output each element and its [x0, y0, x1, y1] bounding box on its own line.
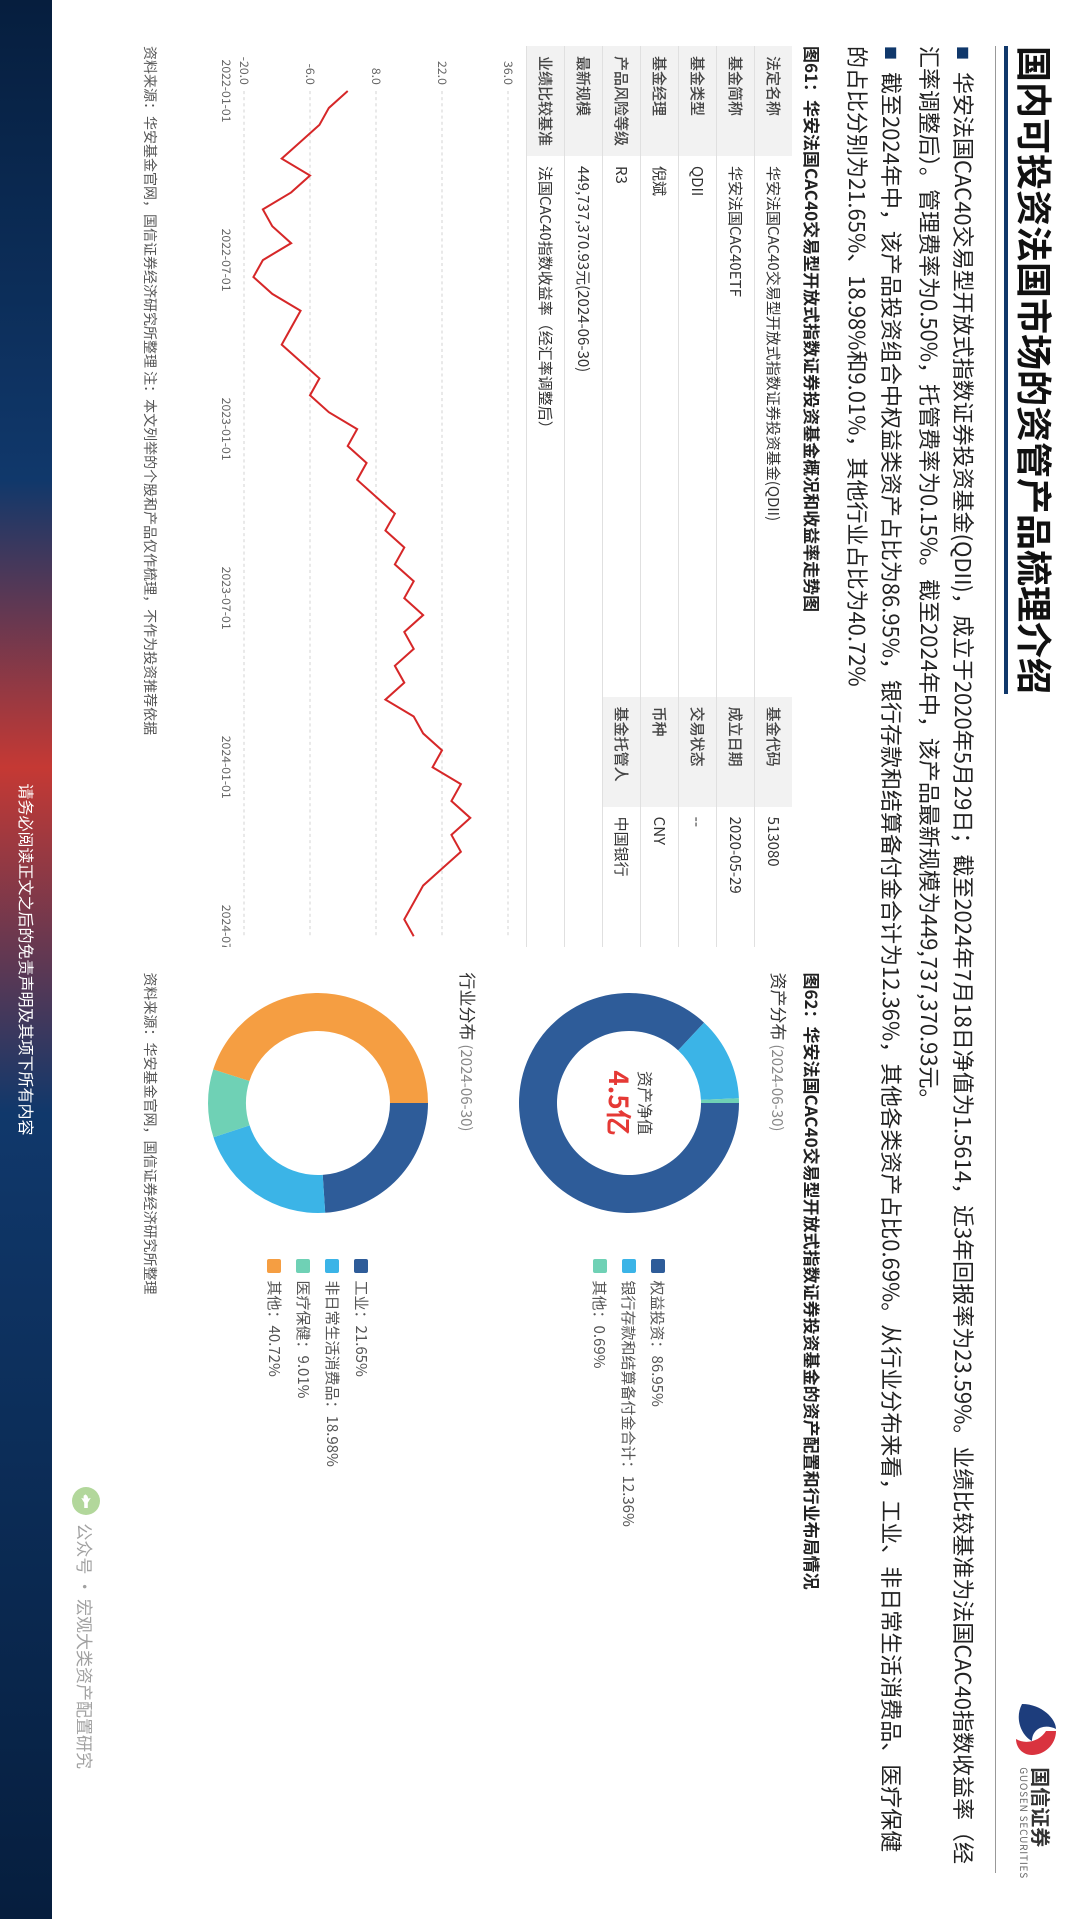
paragraph-1: 华安法国CAC40交易型开放式指数证券投资基金(QDII)，成立于2020年5月…	[913, 46, 981, 1873]
asset-dist-title: 资产分布	[767, 973, 792, 1041]
source-1: 资料来源：华安基金官网，国信证券经济研究所整理 注：本文列举的个股和产品仅作梳理…	[140, 46, 160, 947]
page-title: 国内可投资法国市场的资管产品梳理介绍	[1004, 46, 1062, 694]
legend-item: 医疗保健：9.01%	[293, 1259, 314, 1467]
sector-legend: 工业：21.65% 非日常生活消费品：18.98% 医疗保健：9.01% 其他：40.…	[264, 1259, 372, 1467]
legend-item: 其他：40.72%	[264, 1259, 285, 1467]
svg-text:22.0: 22.0	[434, 61, 451, 85]
sector-donut-chart	[188, 973, 448, 1233]
svg-text:2024-01-01: 2024-01-01	[218, 736, 235, 799]
svg-text:8.0: 8.0	[368, 68, 385, 85]
watermark-text: 公众号 · 宏观大类资产配置研究	[74, 1523, 99, 1769]
logo-text-en: GUOSEN SECURITIES	[1019, 1767, 1030, 1879]
info-cell: 中国银行	[602, 807, 640, 947]
legend-item: 银行存款和结算备付金合计：12.36%	[618, 1259, 639, 1527]
asset-distribution: 资产分布 (2024-06-30) 资产净值4.5亿 权益投资：86.95% 银行…	[499, 973, 792, 1874]
sector-dist-title: 行业分布	[456, 973, 481, 1041]
info-cell: CNY	[640, 807, 678, 947]
info-cell: 513080	[754, 807, 792, 947]
asset-donut-chart: 资产净值4.5亿	[499, 973, 759, 1233]
figure-62: 图62：华安法国CAC40交易型开放式指数证券投资基金的资产配置和行业布局情况 …	[170, 973, 825, 1874]
fig62-caption: 图62：华安法国CAC40交易型开放式指数证券投资基金的资产配置和行业布局情况	[800, 973, 825, 1874]
svg-text:2024-07-01: 2024-07-01	[218, 905, 235, 947]
logo-icon	[1009, 1701, 1062, 1757]
legend-item: 非日常生活消费品：18.98%	[322, 1259, 343, 1467]
info-cell: 法国CAC40指数收益率（经汇率调整后）	[526, 156, 564, 946]
footer-disclaimer: 请务必阅读正文之后的免责声明及其项下所有内容	[0, 0, 52, 1919]
wechat-icon	[72, 1487, 100, 1515]
info-cell: R3	[602, 156, 640, 697]
info-cell: --	[678, 807, 716, 947]
info-cell: 449,737,370.93元(2024-06-30)	[564, 156, 602, 946]
legend-item: 权益投资：86.95%	[647, 1259, 668, 1527]
svg-text:4.5亿: 4.5亿	[601, 1070, 638, 1135]
svg-text:36.0: 36.0	[500, 61, 517, 85]
body-text: 华安法国CAC40交易型开放式指数证券投资基金(QDII)，成立于2020年5月…	[831, 0, 989, 1919]
asset-dist-date: (2024-06-30)	[767, 1044, 788, 1131]
asset-legend: 权益投资：86.95% 银行存款和结算备付金合计：12.36% 其他：0.69%	[589, 1259, 668, 1527]
sector-dist-date: (2024-06-30)	[456, 1044, 477, 1131]
logo: 国信证券 GUOSEN SECURITIES	[1009, 1701, 1062, 1879]
figure-61: 图61：华安法国CAC40交易型开放式指数证券投资基金概况和收益率走势图 法定名…	[170, 46, 825, 947]
info-cell: QDII	[678, 156, 716, 697]
info-cell: 倪斌	[640, 156, 678, 697]
source-row: 资料来源：华安基金官网，国信证券经济研究所整理 注：本文列举的个股和产品仅作梳理…	[140, 0, 170, 1919]
watermark: 公众号 · 宏观大类资产配置研究	[72, 1487, 100, 1769]
svg-text:-6.0: -6.0	[302, 64, 319, 86]
svg-text:2022-07-01: 2022-07-01	[218, 229, 235, 292]
sector-distribution: 行业分布 (2024-06-30) 工业：21.65% 非日常生活消费品：18.9…	[188, 973, 481, 1874]
svg-text:2023-01-01: 2023-01-01	[218, 398, 235, 461]
fig61-caption: 图61：华安法国CAC40交易型开放式指数证券投资基金概况和收益率走势图	[800, 46, 825, 947]
info-cell: 2020-05-29	[716, 807, 754, 947]
legend-item: 其他：0.69%	[589, 1259, 610, 1527]
logo-text-cn: 国信证券	[1030, 1767, 1052, 1879]
info-cell: 华安法国CAC40交易型开放式指数证券投资基金(QDII)	[754, 156, 792, 697]
info-cell: 华安法国CAC40ETF	[716, 156, 754, 697]
svg-text:2022-01-01: 2022-01-01	[218, 60, 235, 123]
line-chart: -20.0 -6.0 8.0 22.0 36.0 2022-01-01 2022-07…	[208, 46, 518, 947]
paragraph-2: 截至2024年中，该产品投资组合中权益类资产占比为86.95%，银行存款和结算备…	[841, 46, 909, 1873]
fund-info-table: 法定名称华安法国CAC40交易型开放式指数证券投资基金(QDII)基金代码513…	[526, 46, 792, 947]
legend-item: 工业：21.65%	[351, 1259, 372, 1467]
svg-text:2023-07-01: 2023-07-01	[218, 567, 235, 630]
source-2: 资料来源：华安基金官网，国信证券经济研究所整理	[140, 973, 160, 1874]
svg-text:-20.0: -20.0	[236, 57, 253, 85]
